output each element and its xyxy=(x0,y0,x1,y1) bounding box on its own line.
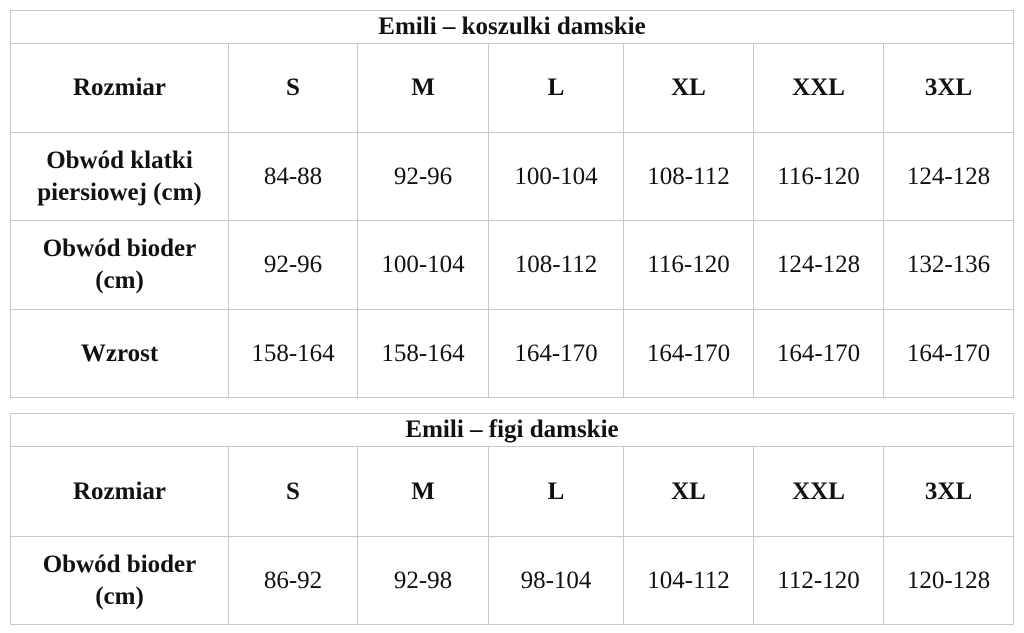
header-row: Rozmiar S M L XL XXL 3XL xyxy=(10,446,1015,537)
cell: 86-92 xyxy=(228,536,358,625)
table-title: Emili – koszulki damskie xyxy=(9,10,1015,44)
table-row: Obwód bioder (cm) 92-96 100-104 108-112 … xyxy=(10,220,1015,310)
header-cell: 3XL xyxy=(882,446,1015,537)
table-title: Emili – figi damskie xyxy=(9,413,1015,447)
cell: 124-128 xyxy=(753,220,884,310)
cell: 108-112 xyxy=(623,132,754,221)
header-cell: Rozmiar xyxy=(10,446,229,537)
cell: 158-164 xyxy=(228,309,358,398)
header-cell: XL xyxy=(623,446,754,537)
row-label: Obwód bioder (cm) xyxy=(10,220,229,310)
size-table-briefs: Emili – figi damskie Rozmiar S M L XL XX… xyxy=(9,413,1015,625)
header-cell: L xyxy=(488,446,624,537)
cell: 120-128 xyxy=(882,536,1015,625)
cell: 164-170 xyxy=(882,309,1015,398)
header-cell: XXL xyxy=(753,446,884,537)
header-cell: Rozmiar xyxy=(10,43,229,133)
row-label: Obwód klatki piersiowej (cm) xyxy=(10,132,229,221)
cell: 84-88 xyxy=(228,132,358,221)
cell: 158-164 xyxy=(357,309,489,398)
cell: 164-170 xyxy=(623,309,754,398)
cell: 100-104 xyxy=(488,132,624,221)
header-cell: S xyxy=(228,43,358,133)
cell: 164-170 xyxy=(753,309,884,398)
header-cell: L xyxy=(488,43,624,133)
table-row: Wzrost 158-164 158-164 164-170 164-170 1… xyxy=(10,309,1015,398)
header-row: Rozmiar S M L XL XXL 3XL xyxy=(10,43,1015,133)
cell: 112-120 xyxy=(753,536,884,625)
table-row: Obwód klatki piersiowej (cm) 84-88 92-96… xyxy=(10,132,1015,221)
cell: 132-136 xyxy=(882,220,1015,310)
cell: 108-112 xyxy=(488,220,624,310)
header-cell: M xyxy=(357,446,489,537)
cell: 100-104 xyxy=(357,220,489,310)
header-cell: XXL xyxy=(753,43,884,133)
table-row: Obwód bioder (cm) 86-92 92-98 98-104 104… xyxy=(10,536,1015,625)
header-cell: M xyxy=(357,43,489,133)
cell: 92-98 xyxy=(357,536,489,625)
cell: 92-96 xyxy=(357,132,489,221)
row-label: Wzrost xyxy=(10,309,229,398)
size-table-shirts: Emili – koszulki damskie Rozmiar S M L X… xyxy=(9,10,1015,398)
header-cell: 3XL xyxy=(882,43,1015,133)
cell: 164-170 xyxy=(488,309,624,398)
cell: 104-112 xyxy=(623,536,754,625)
cell: 98-104 xyxy=(488,536,624,625)
header-cell: S xyxy=(228,446,358,537)
cell: 124-128 xyxy=(882,132,1015,221)
cell: 116-120 xyxy=(753,132,884,221)
cell: 92-96 xyxy=(228,220,358,310)
cell: 116-120 xyxy=(623,220,754,310)
row-label: Obwód bioder (cm) xyxy=(10,536,229,625)
header-cell: XL xyxy=(623,43,754,133)
